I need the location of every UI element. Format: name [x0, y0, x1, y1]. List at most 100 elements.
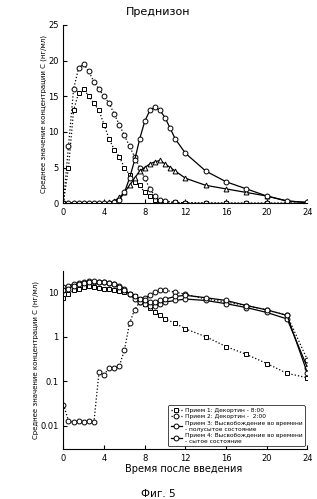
Прием 3: Высвобождение во времени
- полусытое состояние: (1.5, 16): Высвобождение во времени - полусытое сос…: [77, 280, 81, 286]
Line: Прием 2: Декортин -  2:00: Прием 2: Декортин - 2:00: [61, 288, 310, 425]
Прием 4: Высвобождение во времени
- сытое состояние: (8, 6.5): Высвобождение во времени - сытое состоян…: [143, 297, 147, 303]
Прием 4: Высвобождение во времени
- сытое состояние: (3, 17.5): Высвобождение во времени - сытое состоян…: [92, 278, 96, 284]
Прием 4: Высвобождение во времени
- сытое состояние: (10, 7): Высвобождение во времени - сытое состоян…: [163, 296, 167, 302]
Прием 1: Декортин - 8:00: (4, 12): Декортин - 8:00: (4, 12): [102, 285, 106, 291]
Прием 4: Высвобождение во времени
- сытое состояние: (12, 8.5): Высвобождение во времени - сытое состоян…: [184, 292, 187, 298]
Прием 2: Декортин -  2:00: (10, 11): Декортин - 2:00: (10, 11): [163, 287, 167, 293]
Прием 3: Высвобождение во времени
- полусытое состояние: (16, 5.5): Высвобождение во времени - полусытое сос…: [224, 301, 228, 307]
Прием 4: Высвобождение во времени
- сытое состояние: (24, 0.15): Высвобождение во времени - сытое состоян…: [306, 370, 309, 376]
Прием 3: Высвобождение во времени
- полусытое состояние: (7, 7): Высвобождение во времени - полусытое сос…: [133, 296, 137, 302]
Прием 3: Высвобождение во времени
- полусытое состояние: (9, 5): Высвобождение во времени - полусытое сос…: [153, 302, 157, 308]
Прием 1: Декортин - 8:00: (22, 0.15): Декортин - 8:00: (22, 0.15): [285, 370, 289, 376]
Прием 4: Высвобождение во времени
- сытое состояние: (0, 11): Высвобождение во времени - сытое состоян…: [61, 287, 65, 293]
Прием 3: Высвобождение во времени
- полусытое состояние: (5, 15): Высвобождение во времени - полусытое сос…: [112, 281, 116, 287]
Прием 2: Декортин -  2:00: (7.5, 6): Декортин - 2:00: (7.5, 6): [138, 299, 142, 305]
Прием 4: Высвобождение во времени
- сытое состояние: (8.5, 6): Высвобождение во времени - сытое состоян…: [148, 299, 152, 305]
Прием 4: Высвобождение во времени
- сытое состояние: (6.5, 9): Высвобождение во времени - сытое состоян…: [128, 291, 132, 297]
Прием 3: Высвобождение во времени
- полусытое состояние: (7.5, 6): Высвобождение во времени - полусытое сос…: [138, 299, 142, 305]
Y-axis label: Среднее значение концентрации С (нг/мл): Среднее значение концентрации С (нг/мл): [40, 35, 47, 193]
Прием 1: Декортин - 8:00: (6.5, 9): Декортин - 8:00: (6.5, 9): [128, 291, 132, 297]
Text: Преднизон: Преднизон: [126, 7, 191, 17]
Прием 2: Декортин -  2:00: (4.5, 0.2): Декортин - 2:00: (4.5, 0.2): [107, 365, 111, 371]
Text: Фиг. 5: Фиг. 5: [141, 489, 176, 499]
Прием 1: Декортин - 8:00: (7, 8): Декортин - 8:00: (7, 8): [133, 293, 137, 299]
Прием 2: Декортин -  2:00: (9, 10): Декортин - 2:00: (9, 10): [153, 289, 157, 295]
Text: Время после введения: Время после введения: [125, 464, 243, 474]
Прием 2: Декортин -  2:00: (0, 0.03): Декортин - 2:00: (0, 0.03): [61, 402, 65, 408]
Прием 3: Высвобождение во времени
- полусытое состояние: (11, 6.5): Высвобождение во времени - полусытое сос…: [173, 297, 177, 303]
Прием 3: Высвобождение во времени
- полусытое состояние: (3, 17): Высвобождение во времени - полусытое сос…: [92, 279, 96, 285]
Прием 4: Высвобождение во времени
- сытое состояние: (18, 5): Высвобождение во времени - сытое состоян…: [245, 302, 249, 308]
Прием 1: Декортин - 8:00: (8.5, 4.5): Декортин - 8:00: (8.5, 4.5): [148, 304, 152, 310]
Прием 3: Высвобождение во времени
- полусытое состояние: (6, 12): Высвобождение во времени - полусытое сос…: [122, 285, 126, 291]
Прием 2: Декортин -  2:00: (14, 7): Декортин - 2:00: (14, 7): [204, 296, 208, 302]
Прием 1: Декортин - 8:00: (0, 7.5): Декортин - 8:00: (0, 7.5): [61, 295, 65, 301]
Прием 2: Декортин -  2:00: (5.5, 0.22): Декортин - 2:00: (5.5, 0.22): [117, 363, 121, 369]
Прием 1: Декортин - 8:00: (0.5, 9): Декортин - 8:00: (0.5, 9): [67, 291, 70, 297]
Прием 3: Высвобождение во времени
- полусытое состояние: (9.5, 5.5): Высвобождение во времени - полусытое сос…: [158, 301, 162, 307]
Прием 2: Декортин -  2:00: (2, 0.012): Декортин - 2:00: (2, 0.012): [82, 419, 86, 425]
Прием 4: Высвобождение во времени
- сытое состояние: (5.5, 13): Высвобождение во времени - сытое состоян…: [117, 284, 121, 290]
Прием 1: Декортин - 8:00: (9, 3.5): Декортин - 8:00: (9, 3.5): [153, 309, 157, 315]
Прием 2: Декортин -  2:00: (7, 4): Декортин - 2:00: (7, 4): [133, 307, 137, 313]
Прием 3: Высвобождение во времени
- полусытое состояние: (6.5, 9): Высвобождение во времени - полусытое сос…: [128, 291, 132, 297]
Прием 4: Высвобождение во времени
- сытое состояние: (9.5, 6.5): Высвобождение во времени - сытое состоян…: [158, 297, 162, 303]
Прием 1: Декортин - 8:00: (3.5, 12.5): Декортин - 8:00: (3.5, 12.5): [97, 285, 101, 291]
Прием 3: Высвобождение во времени
- полусытое состояние: (14, 6.5): Высвобождение во времени - полусытое сос…: [204, 297, 208, 303]
Line: Прием 4: Высвобождение во времени
- сытое состояние: Прием 4: Высвобождение во времени - сыто…: [61, 279, 310, 376]
Прием 2: Декортин -  2:00: (18, 5): Декортин - 2:00: (18, 5): [245, 302, 249, 308]
Прием 1: Декортин - 8:00: (4.5, 11.5): Декортин - 8:00: (4.5, 11.5): [107, 286, 111, 292]
Прием 3: Высвобождение во времени
- полусытое состояние: (18, 4.5): Высвобождение во времени - полусытое сос…: [245, 304, 249, 310]
Прием 2: Декортин -  2:00: (5, 0.2): Декортин - 2:00: (5, 0.2): [112, 365, 116, 371]
Прием 1: Декортин - 8:00: (1, 11): Декортин - 8:00: (1, 11): [72, 287, 75, 293]
Прием 4: Высвобождение во времени
- сытое состояние: (14, 7.5): Высвобождение во времени - сытое состоян…: [204, 295, 208, 301]
Прием 4: Высвобождение во времени
- сытое состояние: (3.5, 17): Высвобождение во времени - сытое состоян…: [97, 279, 101, 285]
Прием 1: Декортин - 8:00: (9.5, 3): Декортин - 8:00: (9.5, 3): [158, 312, 162, 318]
Прием 2: Декортин -  2:00: (3.5, 0.16): Декортин - 2:00: (3.5, 0.16): [97, 369, 101, 375]
Прием 3: Высвобождение во времени
- полусытое состояние: (24, 0.2): Высвобождение во времени - полусытое сос…: [306, 365, 309, 371]
Прием 4: Высвобождение во времени
- сытое состояние: (5, 15): Высвобождение во времени - сытое состоян…: [112, 281, 116, 287]
Прием 4: Высвобождение во времени
- сытое состояние: (2.5, 17): Высвобождение во времени - сытое состоян…: [87, 279, 91, 285]
Прием 4: Высвобождение во времени
- сытое состояние: (22, 3): Высвобождение во времени - сытое состоян…: [285, 312, 289, 318]
Прием 4: Высвобождение во времени
- сытое состояние: (20, 4): Высвобождение во времени - сытое состоян…: [265, 307, 269, 313]
Прием 3: Высвобождение во времени
- полусытое состояние: (10, 6): Высвобождение во времени - полусытое сос…: [163, 299, 167, 305]
Прием 2: Декортин -  2:00: (12, 9): Декортин - 2:00: (12, 9): [184, 291, 187, 297]
Прием 1: Декортин - 8:00: (10, 2.5): Декортин - 8:00: (10, 2.5): [163, 316, 167, 322]
Прием 1: Декортин - 8:00: (14, 1): Декортин - 8:00: (14, 1): [204, 334, 208, 340]
Прием 1: Декортин - 8:00: (6, 10): Декортин - 8:00: (6, 10): [122, 289, 126, 295]
Прием 3: Высвобождение во времени
- полусытое состояние: (8.5, 5): Высвобождение во времени - полусытое сос…: [148, 302, 152, 308]
Legend: Прием 1: Декортин - 8:00, Прием 2: Декортин -  2:00, Прием 3: Высвобождение во в: Прием 1: Декортин - 8:00, Прием 2: Декор…: [168, 405, 305, 446]
Прием 2: Декортин -  2:00: (8.5, 8.5): Декортин - 2:00: (8.5, 8.5): [148, 292, 152, 298]
Прием 3: Высвобождение во времени
- полусытое состояние: (5.5, 14): Высвобождение во времени - полусытое сос…: [117, 282, 121, 288]
Прием 1: Декортин - 8:00: (16, 0.6): Декортин - 8:00: (16, 0.6): [224, 344, 228, 350]
Прием 1: Декортин - 8:00: (1.5, 12): Декортин - 8:00: (1.5, 12): [77, 285, 81, 291]
Прием 1: Декортин - 8:00: (12, 1.5): Декортин - 8:00: (12, 1.5): [184, 326, 187, 332]
Прием 3: Высвобождение во времени
- полусытое состояние: (20, 3.5): Высвобождение во времени - полусытое сос…: [265, 309, 269, 315]
Прием 2: Декортин -  2:00: (24, 0.3): Декортин - 2:00: (24, 0.3): [306, 357, 309, 363]
Прием 1: Декортин - 8:00: (3, 13): Декортин - 8:00: (3, 13): [92, 284, 96, 290]
Прием 1: Декортин - 8:00: (8, 5.5): Декортин - 8:00: (8, 5.5): [143, 301, 147, 307]
Прием 2: Декортин -  2:00: (0.5, 0.013): Декортин - 2:00: (0.5, 0.013): [67, 418, 70, 424]
Прием 1: Декортин - 8:00: (5.5, 10.5): Декортин - 8:00: (5.5, 10.5): [117, 288, 121, 294]
Прием 2: Декортин -  2:00: (6, 0.5): Декортин - 2:00: (6, 0.5): [122, 347, 126, 353]
Прием 2: Декортин -  2:00: (6.5, 2): Декортин - 2:00: (6.5, 2): [128, 320, 132, 326]
Прием 2: Декортин -  2:00: (1.5, 0.013): Декортин - 2:00: (1.5, 0.013): [77, 418, 81, 424]
Прием 4: Высвобождение во времени
- сытое состояние: (7, 8): Высвобождение во времени - сытое состоян…: [133, 293, 137, 299]
Прием 4: Высвобождение во времени
- сытое состояние: (7.5, 7): Высвобождение во времени - сытое состоян…: [138, 296, 142, 302]
Прием 4: Высвобождение во времени
- сытое состояние: (0.5, 12): Высвобождение во времени - сытое состоян…: [67, 285, 70, 291]
Y-axis label: Среднее значение концентрации С (нг/мл): Среднее значение концентрации С (нг/мл): [32, 281, 39, 439]
Прием 4: Высвобождение во времени
- сытое состояние: (4, 16.5): Высвобождение во времени - сытое состоян…: [102, 279, 106, 285]
Прием 3: Высвобождение во времени
- полусытое состояние: (2, 17): Высвобождение во времени - полусытое сос…: [82, 279, 86, 285]
Прием 1: Декортин - 8:00: (5, 11): Декортин - 8:00: (5, 11): [112, 287, 116, 293]
Прием 4: Высвобождение во времени
- сытое состояние: (1.5, 15): Высвобождение во времени - сытое состоян…: [77, 281, 81, 287]
Прием 3: Высвобождение во времени
- полусытое состояние: (1, 15): Высвобождение во времени - полусытое сос…: [72, 281, 75, 287]
Прием 3: Высвобождение во времени
- полусытое состояние: (22, 2.5): Высвобождение во времени - полусытое сос…: [285, 316, 289, 322]
Прием 3: Высвобождение во времени
- полусытое состояние: (0, 13): Высвобождение во времени - полусытое сос…: [61, 284, 65, 290]
Прием 2: Декортин -  2:00: (16, 6): Декортин - 2:00: (16, 6): [224, 299, 228, 305]
Прием 2: Декортин -  2:00: (1, 0.012): Декортин - 2:00: (1, 0.012): [72, 419, 75, 425]
Прием 1: Декортин - 8:00: (2, 13): Декортин - 8:00: (2, 13): [82, 284, 86, 290]
Прием 1: Декортин - 8:00: (20, 0.25): Декортин - 8:00: (20, 0.25): [265, 360, 269, 366]
Прием 3: Высвобождение во времени
- полусытое состояние: (4, 16.5): Высвобождение во времени - полусытое сос…: [102, 279, 106, 285]
Прием 2: Декортин -  2:00: (4, 0.14): Декортин - 2:00: (4, 0.14): [102, 372, 106, 378]
Прием 4: Высвобождение во времени
- сытое состояние: (6, 11): Высвобождение во времени - сытое состоян…: [122, 287, 126, 293]
